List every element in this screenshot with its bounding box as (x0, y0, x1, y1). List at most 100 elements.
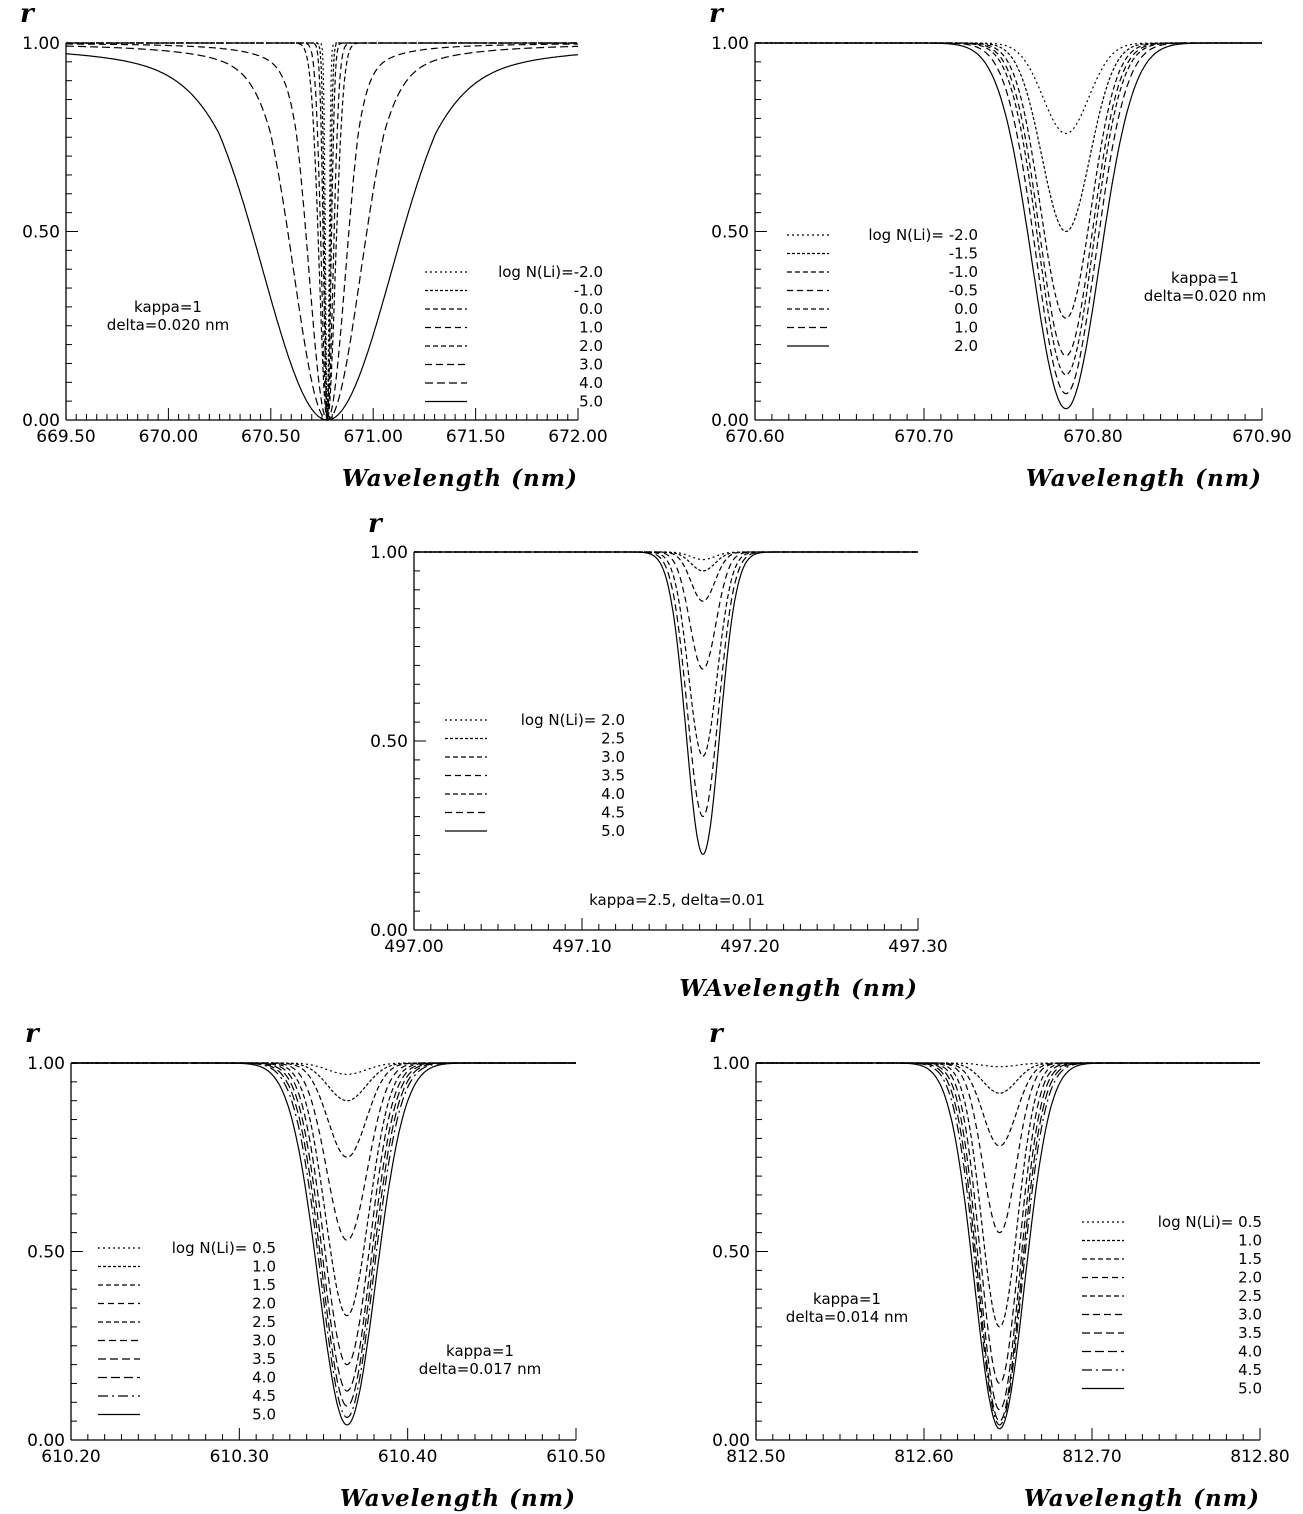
series-line-3 (756, 1062, 1260, 1147)
legend-label-9: 4.5 (1238, 1361, 1262, 1379)
x-tick-label: 610.40 (378, 1447, 437, 1467)
legend-label-7: 2.0 (954, 337, 978, 355)
parameter-annotation: kappa=2.5, delta=0.01 (589, 891, 765, 909)
legend-label-7: 4.0 (579, 374, 603, 392)
series-line-5 (755, 42, 1262, 376)
series-line-6 (414, 551, 918, 818)
legend-label-1: log N(Li)= 0.5 (1158, 1213, 1262, 1231)
series-line-9 (756, 1062, 1260, 1426)
series-line-2 (71, 1062, 576, 1102)
legend-label-3: 1.5 (252, 1276, 276, 1294)
series-line-2 (755, 42, 1262, 233)
y-tick-label: 0.50 (712, 1243, 750, 1263)
parameter-annotation: kappa=1 (134, 298, 202, 316)
x-tick-label: 670.60 (725, 427, 784, 447)
series-line-8 (65, 53, 579, 421)
x-tick-label: 812.80 (1230, 1447, 1289, 1467)
x-tick-label: 671.50 (446, 427, 505, 447)
series-line-3 (71, 1062, 576, 1158)
legend: log N(Li)=-2.0-1.00.01.02.03.04.05.0 (425, 263, 603, 411)
legend-label-10: 5.0 (252, 1406, 276, 1424)
x-tick-label: 497.10 (552, 937, 611, 957)
x-tick-label: 812.70 (1062, 1447, 1121, 1467)
series-line-10 (71, 1062, 576, 1426)
y-tick-label: 0.50 (22, 223, 60, 243)
legend-label-10: 5.0 (1238, 1380, 1262, 1398)
y-tick-label: 0.00 (27, 1431, 65, 1451)
chart-panel-2: 0.00 0.50 1.00 670.60 670.70 670.80 670.90 r Wav… (709, 0, 1292, 492)
y-tick-label: 0.00 (22, 411, 60, 431)
parameter-annotation: kappa=1 (446, 1342, 514, 1360)
x-axis-label: Wavelength (nm) (1026, 465, 1262, 492)
legend-label-4: 3.5 (601, 767, 625, 785)
legend-label-7: 5.0 (601, 822, 625, 840)
legend-label-8: 4.0 (1238, 1343, 1262, 1361)
series-line-5 (414, 551, 918, 757)
y-tick-label: 0.00 (712, 1431, 750, 1451)
x-tick-label: 672.00 (548, 427, 607, 447)
legend-label-1: log N(Li)=-2.0 (498, 263, 603, 281)
legend-label-7: 3.5 (252, 1350, 276, 1368)
series-line-1 (755, 42, 1262, 135)
x-tick-label: 670.70 (894, 427, 953, 447)
legend-label-4: 1.0 (579, 319, 603, 337)
legend-label-3: 0.0 (579, 300, 603, 318)
legend: log N(Li)= -2.0-1.5-1.0-0.50.01.02.0 (787, 226, 978, 355)
series-line-4 (414, 551, 918, 670)
legend-label-6: 4.5 (601, 804, 625, 822)
x-tick-label: 670.50 (241, 427, 300, 447)
parameter-annotation: kappa=1 (1171, 269, 1239, 287)
x-tick-label: 812.60 (894, 1447, 953, 1467)
series-line-4 (66, 42, 578, 420)
series-line-6 (66, 43, 578, 421)
y-axis-label: r (20, 0, 36, 29)
legend-label-9: 4.5 (252, 1387, 276, 1405)
legend-label-5: 0.0 (954, 300, 978, 318)
series-line-7 (756, 1062, 1260, 1411)
series-line-6 (755, 42, 1262, 395)
legend-label-5: 2.5 (252, 1313, 276, 1331)
legend-label-6: 1.0 (954, 319, 978, 337)
legend-label-7: 3.5 (1238, 1324, 1262, 1342)
series-line-2 (66, 42, 578, 419)
legend-label-5: 2.0 (579, 337, 603, 355)
y-tick-label: 0.50 (27, 1243, 65, 1263)
legend-label-6: 3.0 (252, 1332, 276, 1350)
legend-label-1: log N(Li)= 2.0 (521, 711, 625, 729)
legend: log N(Li)= 0.51.01.52.02.53.03.54.04.55.… (98, 1239, 276, 1424)
chart-panel-3: 0.00 0.50 1.00 497.00 497.10 497.20 497.30 r WAv… (368, 509, 948, 1002)
legend-label-4: 2.0 (1238, 1269, 1262, 1287)
y-tick-label: 1.00 (711, 34, 749, 54)
legend: log N(Li)= 2.02.53.03.54.04.55.0 (445, 711, 625, 840)
x-axis-label: Wavelength (nm) (1024, 1485, 1260, 1512)
legend-label-2: -1.5 (949, 245, 978, 263)
legend-label-5: 4.0 (601, 785, 625, 803)
y-axis-label: r (25, 1019, 41, 1049)
parameter-annotation: delta=0.020 nm (1144, 287, 1266, 305)
x-tick-label: 497.00 (384, 937, 443, 957)
x-tick-label: 497.20 (720, 937, 779, 957)
series-line-1 (71, 1062, 576, 1075)
chart-panel-1: 0.00 0.50 1.00 669.50 670.00 670.50 671.00 671.… (20, 0, 608, 492)
series-line-2 (756, 1062, 1260, 1094)
legend-label-6: 3.0 (1238, 1306, 1262, 1324)
series-line-5 (71, 1062, 576, 1317)
x-tick-label: 670.90 (1232, 427, 1291, 447)
y-axis-label: r (709, 1019, 725, 1049)
legend-label-1: log N(Li)= 0.5 (172, 1239, 276, 1257)
y-tick-label: 1.00 (370, 543, 408, 563)
series-line-7 (755, 42, 1262, 410)
series-line-8 (756, 1062, 1260, 1422)
legend-label-4: -0.5 (949, 282, 978, 300)
series-line-5 (66, 42, 578, 422)
series-line-7 (66, 45, 578, 421)
x-tick-label: 610.30 (210, 1447, 269, 1467)
legend: log N(Li)= 0.51.01.52.02.53.03.54.04.55.… (1082, 1213, 1262, 1398)
x-tick-label: 610.20 (41, 1447, 100, 1467)
x-tick-label: 669.50 (36, 427, 95, 447)
series-line-4 (756, 1062, 1260, 1234)
x-axis-label: Wavelength (nm) (342, 465, 578, 492)
legend-label-3: -1.0 (949, 263, 978, 281)
legend-label-2: 2.5 (601, 730, 625, 748)
x-tick-label: 671.00 (343, 427, 402, 447)
